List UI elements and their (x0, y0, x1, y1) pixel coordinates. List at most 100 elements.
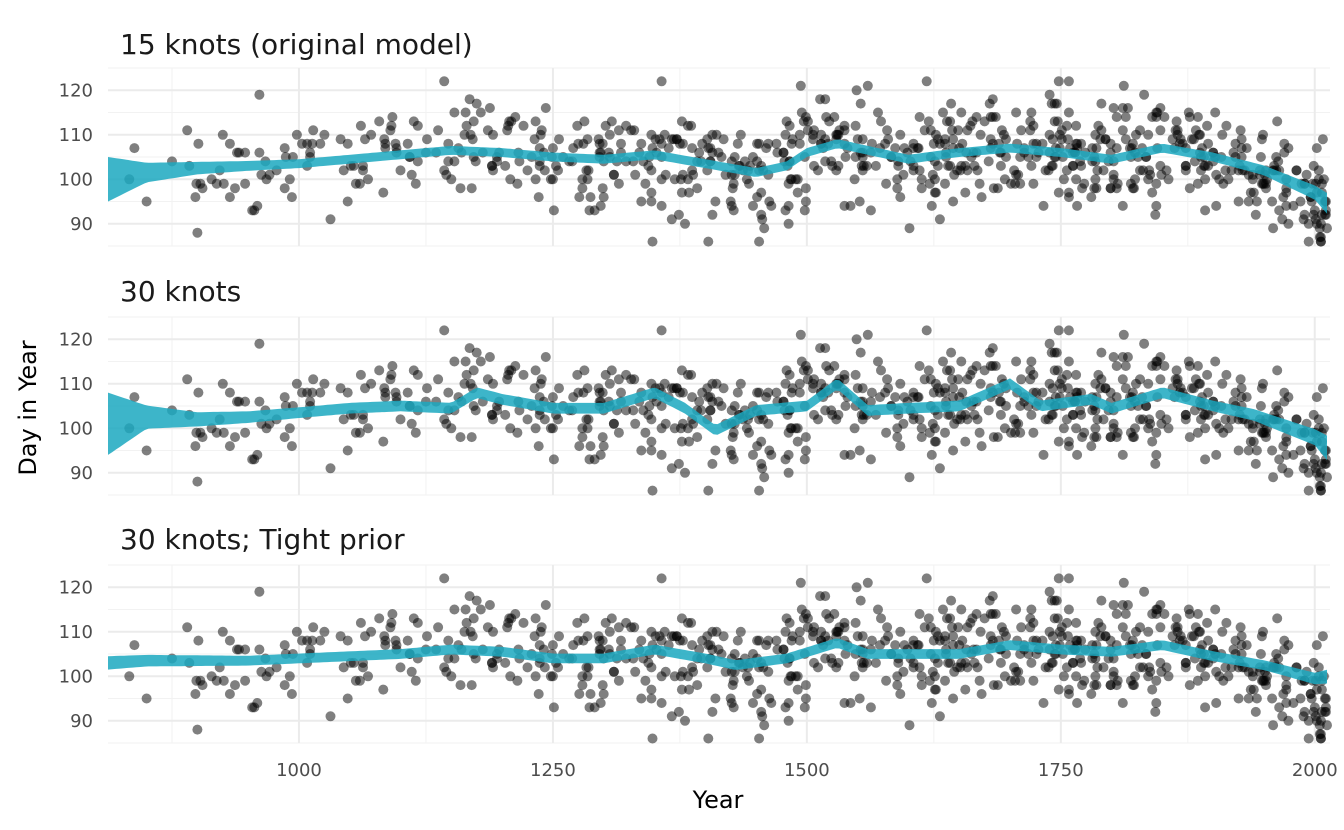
data-point (1090, 671, 1101, 682)
data-point (468, 365, 479, 376)
data-point (506, 365, 517, 376)
data-point (484, 103, 495, 113)
data-point (735, 129, 746, 140)
data-point (1159, 112, 1170, 122)
data-point (895, 192, 906, 203)
data-point (732, 138, 743, 149)
data-point (467, 631, 478, 642)
data-point (568, 640, 579, 651)
data-point (882, 125, 893, 136)
data-point (895, 689, 906, 699)
data-point (535, 378, 546, 389)
data-point (302, 635, 313, 646)
data-point (1028, 675, 1039, 686)
data-point (787, 383, 798, 394)
data-point (735, 626, 746, 637)
data-point (1255, 152, 1266, 162)
data-point (582, 174, 593, 185)
data-point (794, 626, 805, 637)
data-point (1086, 441, 1097, 452)
data-point (1314, 232, 1325, 243)
data-point (1267, 196, 1278, 207)
data-point (890, 143, 901, 154)
data-point (962, 125, 973, 136)
data-point (1202, 120, 1213, 131)
data-point (953, 125, 964, 136)
data-point (1223, 174, 1234, 185)
panel-3: 30 knots; Tight prior 90 100 110 120 (59, 523, 1332, 744)
data-point (1186, 383, 1197, 394)
data-point (240, 427, 251, 438)
data-point (647, 733, 658, 744)
data-point (1200, 205, 1211, 216)
data-point (492, 405, 502, 416)
data-point (254, 89, 265, 100)
data-point (385, 125, 396, 136)
data-point (865, 454, 876, 465)
data-point (363, 671, 373, 682)
data-point (358, 662, 368, 673)
data-point (600, 369, 611, 380)
data-point (141, 196, 152, 207)
data-point (875, 392, 885, 403)
data-point (1243, 169, 1254, 180)
data-point (1028, 427, 1039, 438)
smooth-ribbon (108, 638, 1327, 685)
data-point (124, 671, 135, 682)
data-point (197, 680, 208, 691)
data-point (1211, 200, 1222, 211)
data-point (1063, 604, 1074, 615)
data-point (916, 423, 927, 434)
data-point (987, 94, 998, 105)
data-point (355, 369, 366, 380)
data-point (374, 365, 385, 376)
data-point (254, 147, 265, 158)
data-point (948, 631, 959, 642)
data-point (595, 449, 606, 460)
data-point (410, 178, 421, 189)
data-point (193, 138, 204, 149)
data-point (1046, 595, 1057, 606)
data-point (1268, 472, 1279, 483)
data-point (533, 689, 544, 699)
data-point (1089, 432, 1100, 443)
data-point (522, 165, 533, 176)
data-point (1295, 693, 1306, 704)
data-point (998, 129, 1009, 140)
data-point (1046, 160, 1057, 171)
data-point (636, 138, 647, 149)
data-point (979, 613, 990, 624)
data-point (1026, 657, 1037, 668)
data-point (1026, 356, 1037, 367)
data-point (554, 631, 564, 642)
data-point (1092, 414, 1103, 425)
data-point (530, 613, 541, 624)
data-point (1243, 196, 1254, 207)
data-point (883, 134, 894, 145)
data-point (1152, 356, 1163, 367)
data-point (460, 604, 471, 615)
data-point (675, 671, 686, 682)
data-point (1200, 671, 1211, 682)
data-point (683, 617, 693, 628)
data-point (1314, 223, 1325, 234)
data-point (707, 129, 718, 140)
data-point (983, 156, 994, 167)
data-point (757, 463, 768, 474)
data-point (582, 423, 593, 434)
data-point (1053, 684, 1064, 695)
data-point (854, 196, 865, 207)
data-point (995, 409, 1006, 420)
data-point (1283, 715, 1294, 726)
data-point (1111, 112, 1122, 122)
data-point (946, 595, 957, 606)
data-point (850, 120, 861, 131)
x-tick-label: 2000 (1292, 760, 1338, 781)
data-point (579, 613, 590, 624)
x-axis-title: Year (692, 786, 744, 814)
data-point (870, 160, 881, 171)
data-point (957, 635, 968, 646)
y-tick-label: 120 (59, 329, 93, 350)
data-point (355, 617, 366, 628)
data-point (916, 671, 927, 682)
